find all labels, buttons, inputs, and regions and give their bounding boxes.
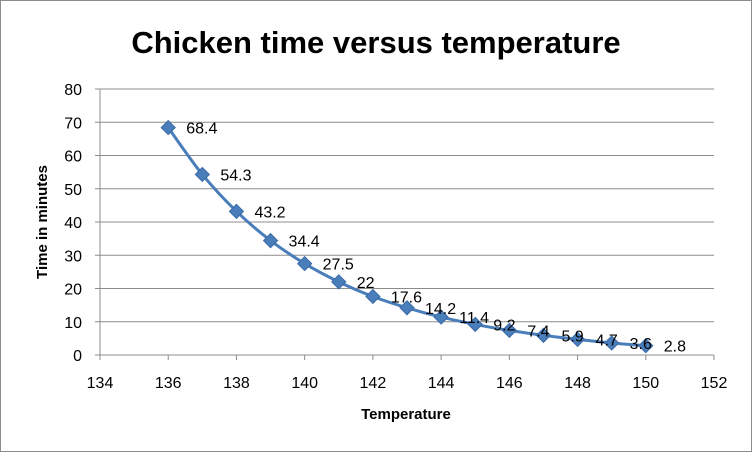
data-point-marker: [365, 288, 381, 305]
y-tick-labels: 0 10 20 30 40 50 60 70 80: [64, 82, 82, 365]
data-label: 22: [357, 275, 375, 292]
y-tick-label: 80: [64, 82, 82, 99]
x-tick-label: 150: [632, 375, 659, 392]
data-label: 11.4: [459, 310, 489, 327]
chart-title: Chicken time versus temperature: [131, 25, 620, 60]
x-tick-label: 152: [701, 375, 728, 392]
x-tick-labels: 134 136 138 140 142 144 146 148 150 152: [87, 375, 728, 392]
y-tick-label: 40: [64, 215, 82, 232]
y-tick-label: 0: [73, 348, 82, 365]
y-tick-label: 60: [64, 149, 82, 166]
y-tick-label: 30: [64, 248, 82, 265]
data-point-marker: [160, 119, 176, 136]
data-label: 27.5: [323, 257, 354, 274]
data-point-marker: [638, 337, 654, 354]
data-label: 34.4: [289, 234, 320, 251]
data-point-marker: [331, 274, 347, 290]
x-tick-label: 140: [291, 375, 318, 392]
data-label: 68.4: [186, 121, 217, 138]
data-point-marker: [603, 335, 620, 351]
x-tick-label: 144: [428, 375, 455, 392]
x-tick-label: 146: [496, 375, 523, 392]
data-point-marker: [467, 316, 483, 333]
data-series: [160, 119, 654, 354]
data-label: 3.6: [630, 336, 652, 353]
data-label: 5.9: [561, 328, 583, 345]
x-tick-label: 136: [155, 375, 182, 392]
data-point-marker: [228, 203, 245, 220]
y-tick-label: 50: [64, 182, 82, 199]
data-point-marker: [262, 232, 279, 249]
x-tick-label: 148: [564, 375, 591, 392]
data-point-marker: [535, 327, 552, 344]
data-point-marker: [194, 166, 211, 183]
x-tick-label: 134: [87, 375, 114, 392]
data-label: 14.2: [425, 301, 456, 318]
data-point-marker: [399, 300, 415, 316]
grid-lines: [100, 88, 714, 323]
data-label: 54.3: [220, 167, 251, 184]
data-label: 2.8: [664, 339, 686, 356]
axes: [95, 88, 715, 360]
x-tick-label: 138: [223, 375, 250, 392]
data-label: 4.7: [596, 332, 618, 349]
data-label: 9.2: [493, 317, 515, 334]
data-point-marker: [433, 309, 449, 325]
data-label: 17.6: [391, 289, 422, 306]
y-tick-label: 70: [64, 115, 82, 132]
x-tick-label: 142: [360, 375, 387, 392]
data-labels: 68.4 54.3 43.234.427.522 17.614.211.4 9.2 7.4…: [186, 121, 686, 356]
data-point-marker: [501, 322, 518, 339]
data-point-marker: [569, 331, 586, 348]
y-tick-label: 20: [64, 282, 82, 299]
y-axis-title: Time in minutes: [34, 165, 51, 279]
y-tick-label: 10: [64, 315, 82, 332]
data-label: 43.2: [254, 204, 285, 221]
data-point-marker: [296, 255, 313, 272]
data-label: 7.4: [527, 323, 549, 340]
x-axis-title: Temperature: [361, 406, 451, 423]
